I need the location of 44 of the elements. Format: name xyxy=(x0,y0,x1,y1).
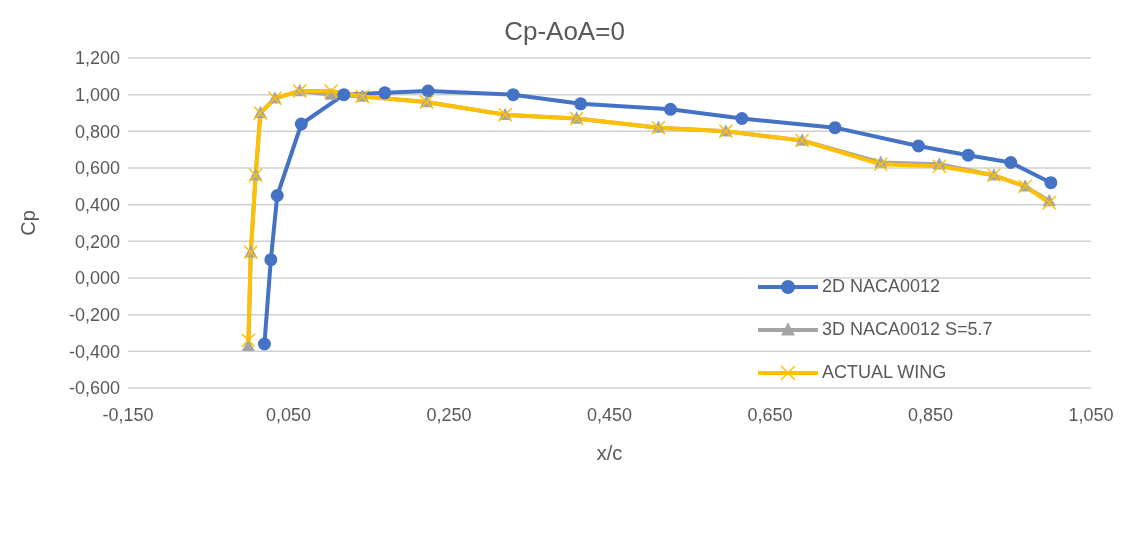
y-tick-label: 0,000 xyxy=(74,268,120,289)
y-tick-label: -0,200 xyxy=(68,305,120,326)
x-tick-label: 0,850 xyxy=(907,404,954,425)
point xyxy=(323,83,339,99)
point xyxy=(1042,195,1057,211)
point xyxy=(574,97,588,111)
point xyxy=(1004,156,1018,169)
x-tick-label: -0,150 xyxy=(102,404,154,425)
y-tick-label: 0,800 xyxy=(74,121,120,142)
y-tick-label: 1,000 xyxy=(74,85,120,106)
y-axis-title: Cp xyxy=(17,210,40,236)
y-tick-label: 0,200 xyxy=(74,231,120,252)
point xyxy=(264,253,278,267)
y-tick-label: -0,400 xyxy=(68,341,120,362)
point xyxy=(663,102,677,116)
y-tick-label: 0,400 xyxy=(74,195,120,216)
point xyxy=(378,86,392,100)
legend-label: 3D NACA0012 S=5.7 xyxy=(822,319,993,340)
x-tick-label: 0,050 xyxy=(265,404,312,425)
point xyxy=(506,88,520,102)
point xyxy=(270,189,284,202)
y-tick-label: -0,600 xyxy=(68,378,120,399)
x-axis-title: x/c xyxy=(596,442,623,464)
point xyxy=(828,121,842,135)
x-tick-label: 0,450 xyxy=(586,404,633,425)
x-tick-label: 1,050 xyxy=(1068,404,1114,425)
point xyxy=(241,333,256,348)
x-tick-label: 0,650 xyxy=(747,404,793,425)
y-tick-label: 1,200 xyxy=(74,48,120,69)
point xyxy=(873,157,888,172)
y-tick-label: 0,600 xyxy=(74,158,120,179)
point xyxy=(961,148,975,162)
point xyxy=(735,112,749,125)
point xyxy=(1044,176,1058,190)
legend-label: 2D NACA0012 xyxy=(822,276,941,297)
point xyxy=(911,139,925,153)
point xyxy=(257,337,271,351)
legend-label: ACTUAL WING xyxy=(822,362,947,383)
point xyxy=(294,117,308,131)
point xyxy=(337,88,351,102)
point xyxy=(421,84,435,98)
chart-title: Cp-AoA=0 xyxy=(503,16,626,47)
x-tick-label: 0,250 xyxy=(426,404,472,425)
point xyxy=(932,158,947,174)
